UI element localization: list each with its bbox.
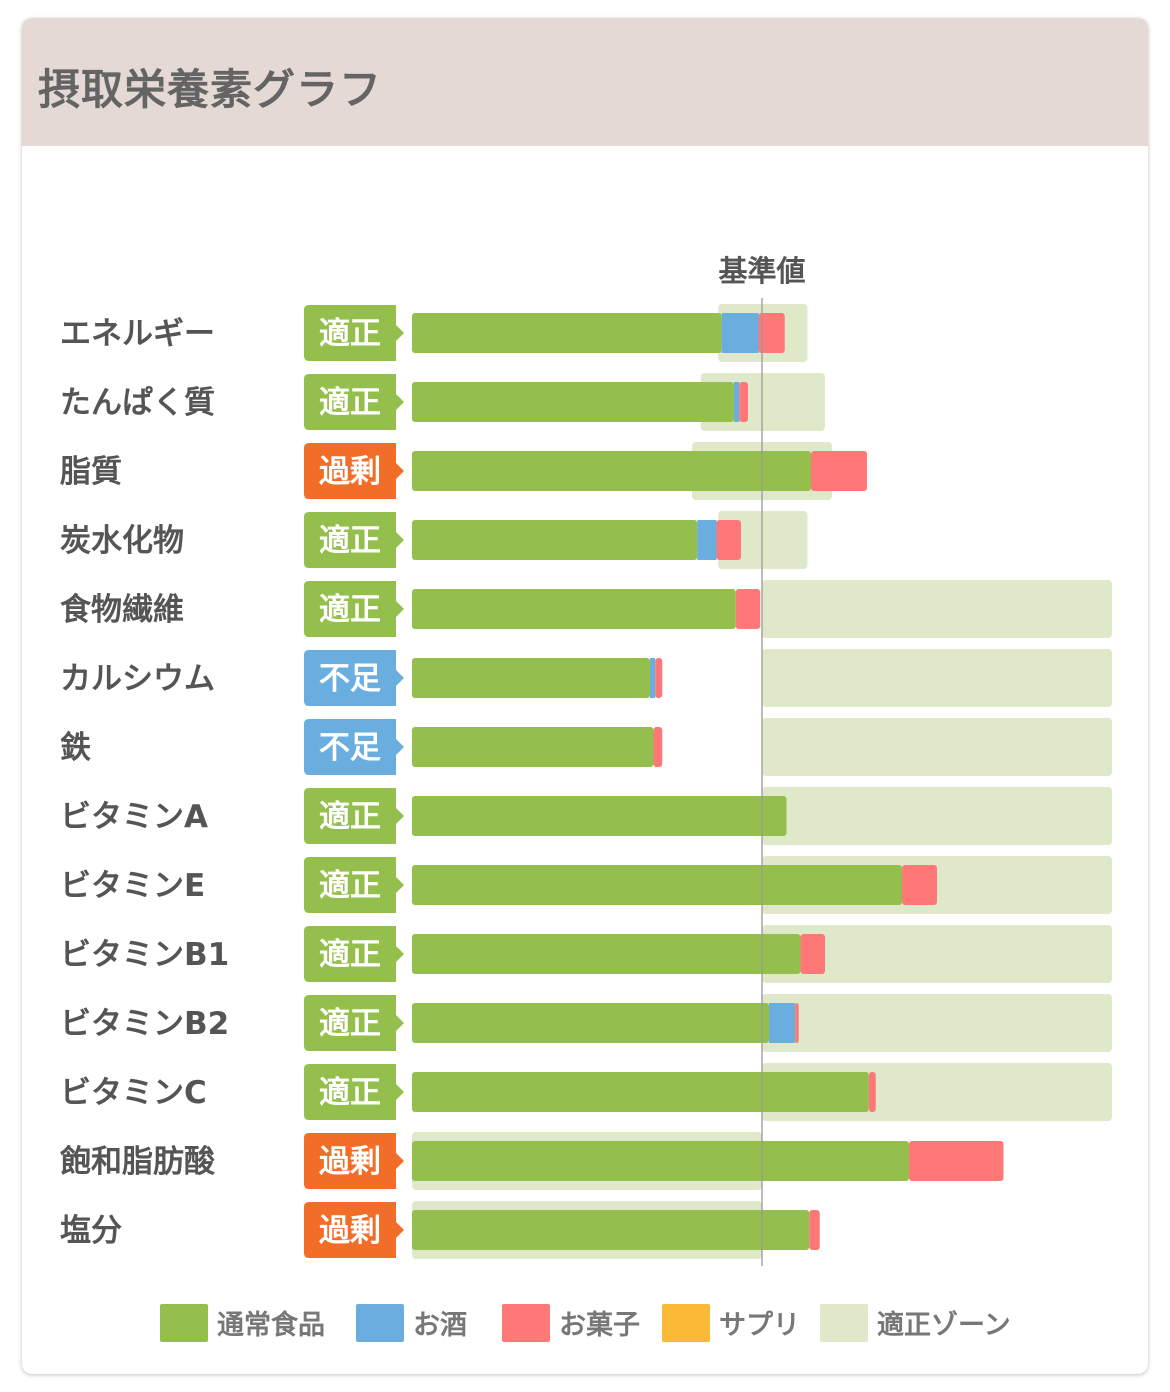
bar-segment-snacks — [909, 1141, 1004, 1181]
nutrient-label: エネルギー — [60, 316, 215, 352]
legend-swatch-zone — [820, 1304, 868, 1342]
status-badge — [304, 650, 404, 706]
status-badge — [304, 1064, 404, 1120]
zone-band — [762, 787, 1112, 845]
nutrient-label: ビタミンA — [60, 799, 208, 835]
nutrient-label: ビタミンE — [60, 868, 205, 904]
legend-label: お酒 — [413, 1310, 467, 1341]
bar-segment-regular-food — [412, 313, 722, 353]
legend-swatch-snacks — [502, 1304, 550, 1342]
status-badge-label: 適正 — [319, 799, 381, 835]
bar-segment-snacks — [735, 589, 761, 629]
zone-band — [762, 994, 1112, 1052]
bar-segment-regular-food — [412, 520, 698, 560]
nutrient-label: ビタミンC — [60, 1075, 207, 1111]
status-badge-label: 過剰 — [319, 1213, 381, 1249]
bar-segment-snacks — [795, 1003, 799, 1043]
bar-segment-regular-food — [412, 1210, 810, 1250]
status-badge — [304, 926, 404, 982]
status-badge — [304, 788, 404, 844]
card-header: 摂取栄養素グラフ — [22, 18, 1148, 146]
nutrient-label: ビタミンB2 — [60, 1006, 229, 1042]
status-badge — [304, 995, 404, 1051]
bar-segment-regular-food — [412, 727, 654, 767]
status-badge-label: 適正 — [319, 1075, 381, 1111]
bar-segment-snacks — [758, 313, 785, 353]
status-badge-label: 過剰 — [319, 454, 381, 490]
status-badge-label: 不足 — [319, 730, 381, 766]
legend-swatch-supplement — [662, 1304, 710, 1342]
zone-band — [762, 580, 1112, 638]
status-badge-label: 適正 — [319, 868, 381, 904]
nutrient-label: 脂質 — [60, 454, 122, 490]
status-badge — [304, 1133, 404, 1189]
legend-label: 通常食品 — [217, 1309, 325, 1341]
nutrient-label: たんぱく質 — [60, 385, 215, 421]
status-badge-label: 不足 — [319, 661, 381, 697]
page-title: 摂取栄養素グラフ — [38, 65, 383, 114]
zone-band — [762, 718, 1112, 776]
nutrient-label: 飽和脂肪酸 — [60, 1144, 216, 1180]
nutrient-label: 食物繊維 — [60, 592, 184, 628]
bar-segment-regular-food — [412, 589, 736, 629]
bar-segment-regular-food — [412, 934, 801, 974]
bar-segment-regular-food — [412, 658, 650, 698]
status-badge-label: 適正 — [319, 523, 381, 559]
bar-segment-alcohol — [769, 1003, 796, 1043]
bar-segment-alcohol — [697, 520, 717, 560]
nutrition-card: 摂取栄養素グラフ エネルギー 適正 たんぱく質 適正 脂質 過剰 炭水化物 適正 食物繊維 適正カ… — [22, 18, 1148, 1374]
nutrient-label: 塩分 — [60, 1213, 122, 1249]
bar-segment-regular-food — [412, 382, 734, 422]
reference-label: 基準値 — [718, 254, 805, 288]
status-badge-label: 適正 — [319, 592, 381, 628]
bar-segment-snacks — [902, 865, 937, 905]
status-badge — [304, 1202, 404, 1258]
bar-segment-regular-food — [412, 865, 902, 905]
nutrient-label: カルシウム — [60, 661, 215, 697]
status-badge — [304, 443, 404, 499]
status-badge — [304, 512, 404, 568]
status-badge — [304, 719, 404, 775]
status-badge-label: 過剰 — [319, 1144, 381, 1180]
legend-label: お菓子 — [559, 1310, 640, 1341]
bar-segment-regular-food — [412, 1072, 869, 1112]
status-badge — [304, 305, 404, 361]
bar-segment-snacks — [653, 727, 663, 767]
legend-swatch-alcohol — [356, 1304, 404, 1342]
legend-label: サプリ — [719, 1310, 800, 1341]
bar-segment-regular-food — [412, 796, 787, 836]
status-badge-label: 適正 — [319, 1006, 381, 1042]
bar-segment-alcohol — [734, 382, 740, 422]
bar-segment-snacks — [655, 658, 663, 698]
status-badge — [304, 857, 404, 913]
legend-swatch-regular-food — [160, 1304, 208, 1342]
legend-label: 適正ゾーン — [877, 1309, 1011, 1341]
bar-segment-regular-food — [412, 451, 811, 491]
zone-band — [762, 649, 1112, 707]
bar-segment-regular-food — [412, 1141, 909, 1181]
bar-segment-snacks — [739, 382, 748, 422]
zone-band — [762, 925, 1112, 983]
nutrient-label: 炭水化物 — [60, 523, 184, 559]
bar-segment-snacks — [811, 451, 867, 491]
bar-segment-snacks — [868, 1072, 876, 1112]
nutrient-label: 鉄 — [60, 730, 91, 766]
status-badge-label: 適正 — [319, 316, 381, 352]
bar-segment-snacks — [716, 520, 741, 560]
bar-segment-snacks — [809, 1210, 820, 1250]
nutrient-label: ビタミンB1 — [60, 937, 229, 973]
status-badge — [304, 581, 404, 637]
bar-segment-regular-food — [412, 1003, 769, 1043]
bar-segment-alcohol — [721, 313, 759, 353]
bar-segment-snacks — [800, 934, 825, 974]
bar-segment-alcohol — [650, 658, 656, 698]
status-badge-label: 適正 — [319, 385, 381, 421]
status-badge — [304, 374, 404, 430]
status-badge-label: 適正 — [319, 937, 381, 973]
